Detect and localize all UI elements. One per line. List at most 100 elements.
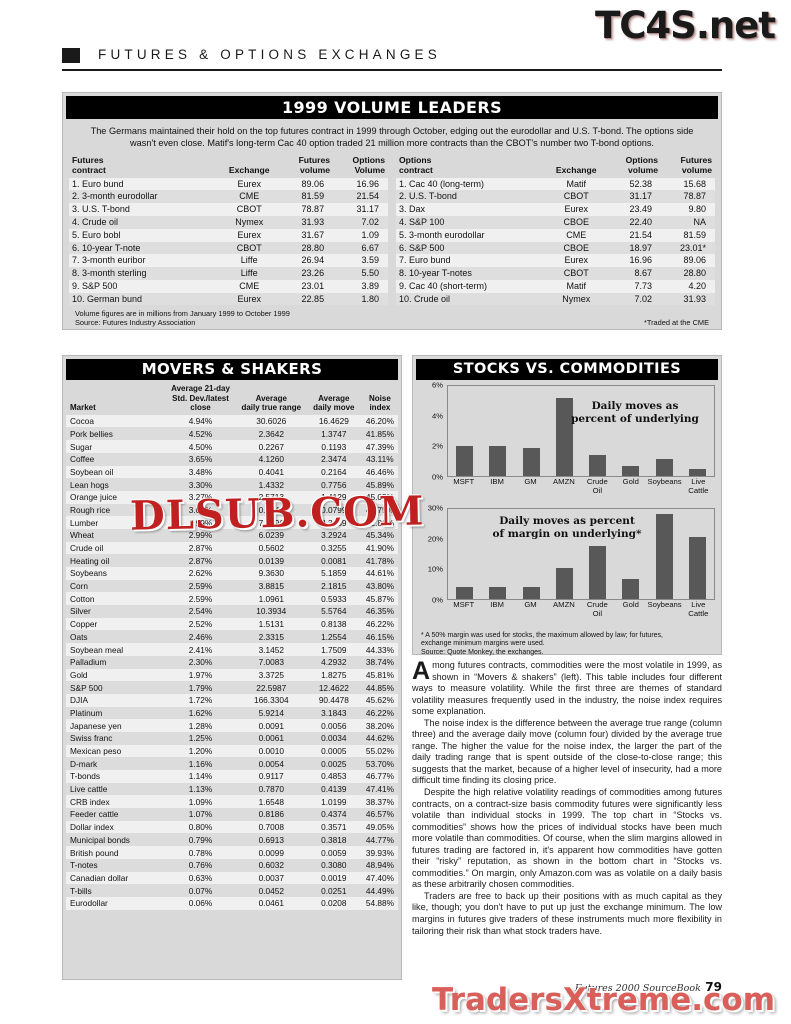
table-row: Soybean oil 3.48% 0.4041 0.2164 46.46% <box>66 465 398 479</box>
table-cell: Feeder cattle <box>70 809 119 820</box>
bar-column <box>681 509 714 599</box>
table-row: T-bonds 1.14% 0.9117 0.4853 46.77% <box>66 770 398 783</box>
table-cell: 3.3725 <box>258 669 284 680</box>
bar <box>655 514 673 599</box>
table-row: 5. 3-month eurodollar CME 21.54 81.59 <box>396 228 715 242</box>
table-cell: Nymex <box>562 293 591 304</box>
table-row: T-notes 0.76% 0.6032 0.3080 48.94% <box>66 858 398 872</box>
table-cell: CBOT <box>236 242 262 253</box>
table-cell: 6.0239 <box>258 530 284 541</box>
bar-column <box>548 509 581 599</box>
table-cell: 46.77% <box>365 771 394 782</box>
header-line2: volume <box>299 165 331 176</box>
chart-annotation-bottom: Daily moves as percent of margin on unde… <box>492 515 642 540</box>
table-cell: 3.1452 <box>258 644 284 655</box>
header-line2: daily true range <box>241 403 302 413</box>
section-square-icon <box>62 48 80 63</box>
table-cell: 45.87% <box>365 593 394 604</box>
bar-column <box>614 386 647 476</box>
table-cell: 0.0081 <box>321 555 347 566</box>
table-cell: 0.6913 <box>258 834 284 845</box>
table-row: 10. Crude oil Nymex 7.02 31.93 <box>396 292 715 306</box>
table-cell: Eurex <box>237 229 261 240</box>
y-axis-tick-label: 10% <box>427 564 443 574</box>
table-cell: Soybean meal <box>70 644 124 655</box>
table-row: Platinum 1.62% 5.9214 3.1843 46.22% <box>66 706 398 720</box>
table-row: 5. Euro bobl Eurex 31.67 1.09 <box>69 228 388 242</box>
table-cell: Mexican peso <box>70 746 122 756</box>
table-row: 7. 3-month euribor Liffe 26.94 3.59 <box>69 254 388 268</box>
futures-volume-table-wrap: Futures contract Exchange Futures volume… <box>69 155 388 306</box>
table-cell: 1.97% <box>188 669 213 680</box>
x-axis-tick-label: AMZN <box>553 477 575 486</box>
table-cell: 0.1446 <box>258 504 284 515</box>
table-cell: 2. U.S. T-bond <box>399 191 457 202</box>
table-cell: 22.85 <box>301 293 325 304</box>
table-cell: Matif <box>566 178 586 189</box>
table-cell: CRB index <box>70 796 110 807</box>
table-cell: 45.05% <box>365 492 394 503</box>
table-cell: 47.39% <box>365 441 394 452</box>
table-cell: 46.20% <box>365 416 394 427</box>
table-cell: 0.0019 <box>321 872 347 883</box>
futures-volume-body: 1. Euro bund Eurex 89.06 16.96 2. 3-month eu… <box>69 177 388 306</box>
table-cell: 3.8815 <box>258 581 284 592</box>
bar-column <box>481 509 514 599</box>
table-row: 8. 3-month sterling Liffe 23.26 5.50 <box>69 267 388 280</box>
table-cell: 1.62% <box>188 707 213 718</box>
table-cell: 0.76% <box>188 860 213 871</box>
table-row: Palladium 2.30% 7.0083 4.2932 38.74% <box>66 655 398 669</box>
table-cell: 8. 3-month sterling <box>72 268 147 279</box>
table-cell: 46.22% <box>365 707 394 718</box>
table-row: 6. S&P 500 CBOE 18.97 23.01* <box>396 241 715 255</box>
table-cell: 1.3747 <box>321 428 347 439</box>
y-axis-bottom: 0% 10% 20% 30% <box>419 504 445 605</box>
table-cell: 44.33% <box>365 644 394 655</box>
table-cell: 4.52% <box>188 428 213 439</box>
masthead: TC4S.net FUTURES & OPTIONS EXCHANGES <box>0 0 791 86</box>
bar <box>655 459 673 476</box>
x-axis-tick-label: Gold <box>622 600 639 609</box>
table-cell: 7. 3-month euribor <box>72 255 146 266</box>
y-axis-tick-label: 30% <box>427 503 443 513</box>
table-row: Canadian dollar 0.63% 0.0037 0.0019 47.40% <box>66 871 398 885</box>
table-row: Swiss franc 1.25% 0.0061 0.0034 44.62% <box>66 731 398 745</box>
table-cell: 4. Crude oil <box>72 217 119 228</box>
table-cell: 0.3080 <box>321 860 347 871</box>
table-cell: 21.54 <box>629 229 653 240</box>
table-cell: 2.62% <box>188 568 213 579</box>
bar <box>489 445 507 476</box>
table-cell: 3.65% <box>188 454 213 465</box>
table-cell: 1.80 <box>361 293 379 304</box>
table-cell: 38.74% <box>365 657 394 668</box>
plot-area-top: Daily moves as percent of underlying <box>447 385 715 477</box>
header-options-volume: Options volume <box>606 155 662 178</box>
header-options-exchange: Exchange <box>545 155 607 178</box>
table-cell: 3.02% <box>188 504 213 515</box>
table-cell: Canadian dollar <box>70 872 129 883</box>
table-cell: 1.09 <box>361 229 379 240</box>
table-cell: 9.3630 <box>258 568 284 579</box>
x-axis-tick-label: Live Cattle <box>688 600 709 618</box>
header-futures-volume: Futures volume <box>279 155 334 178</box>
header-line2: contract <box>72 165 106 176</box>
table-cell: Platinum <box>70 707 103 718</box>
table-cell: 41.78% <box>365 555 394 566</box>
table-cell: 23.01 <box>301 280 325 291</box>
options-volume-table: Options contract Exchange Options volume… <box>396 155 715 306</box>
table-row: 1. Euro bund Eurex 89.06 16.96 <box>69 177 388 191</box>
article-body: Among futures contracts, commodities wer… <box>412 657 722 960</box>
table-cell: 0.78% <box>188 847 213 858</box>
table-cell: 7.02 <box>361 217 379 228</box>
table-cell: 45.89% <box>365 479 394 490</box>
table-cell: 31.93 <box>301 217 325 228</box>
table-row: Lean hogs 3.30% 1.4332 0.7756 45.89% <box>66 478 398 491</box>
table-cell: Japanese yen <box>70 720 122 731</box>
table-cell: Eurex <box>237 178 261 189</box>
table-cell: 2. 3-month eurodollar <box>72 191 158 202</box>
y-axis-tick-label: 0% <box>432 595 443 605</box>
volume-leaders-title: 1999 VOLUME LEADERS <box>66 96 718 119</box>
table-row: 1. Cac 40 (long-term) Matif 52.38 15.68 <box>396 177 715 191</box>
header-line2: volume <box>627 165 659 176</box>
x-axis-tick-label: Gold <box>622 477 639 486</box>
